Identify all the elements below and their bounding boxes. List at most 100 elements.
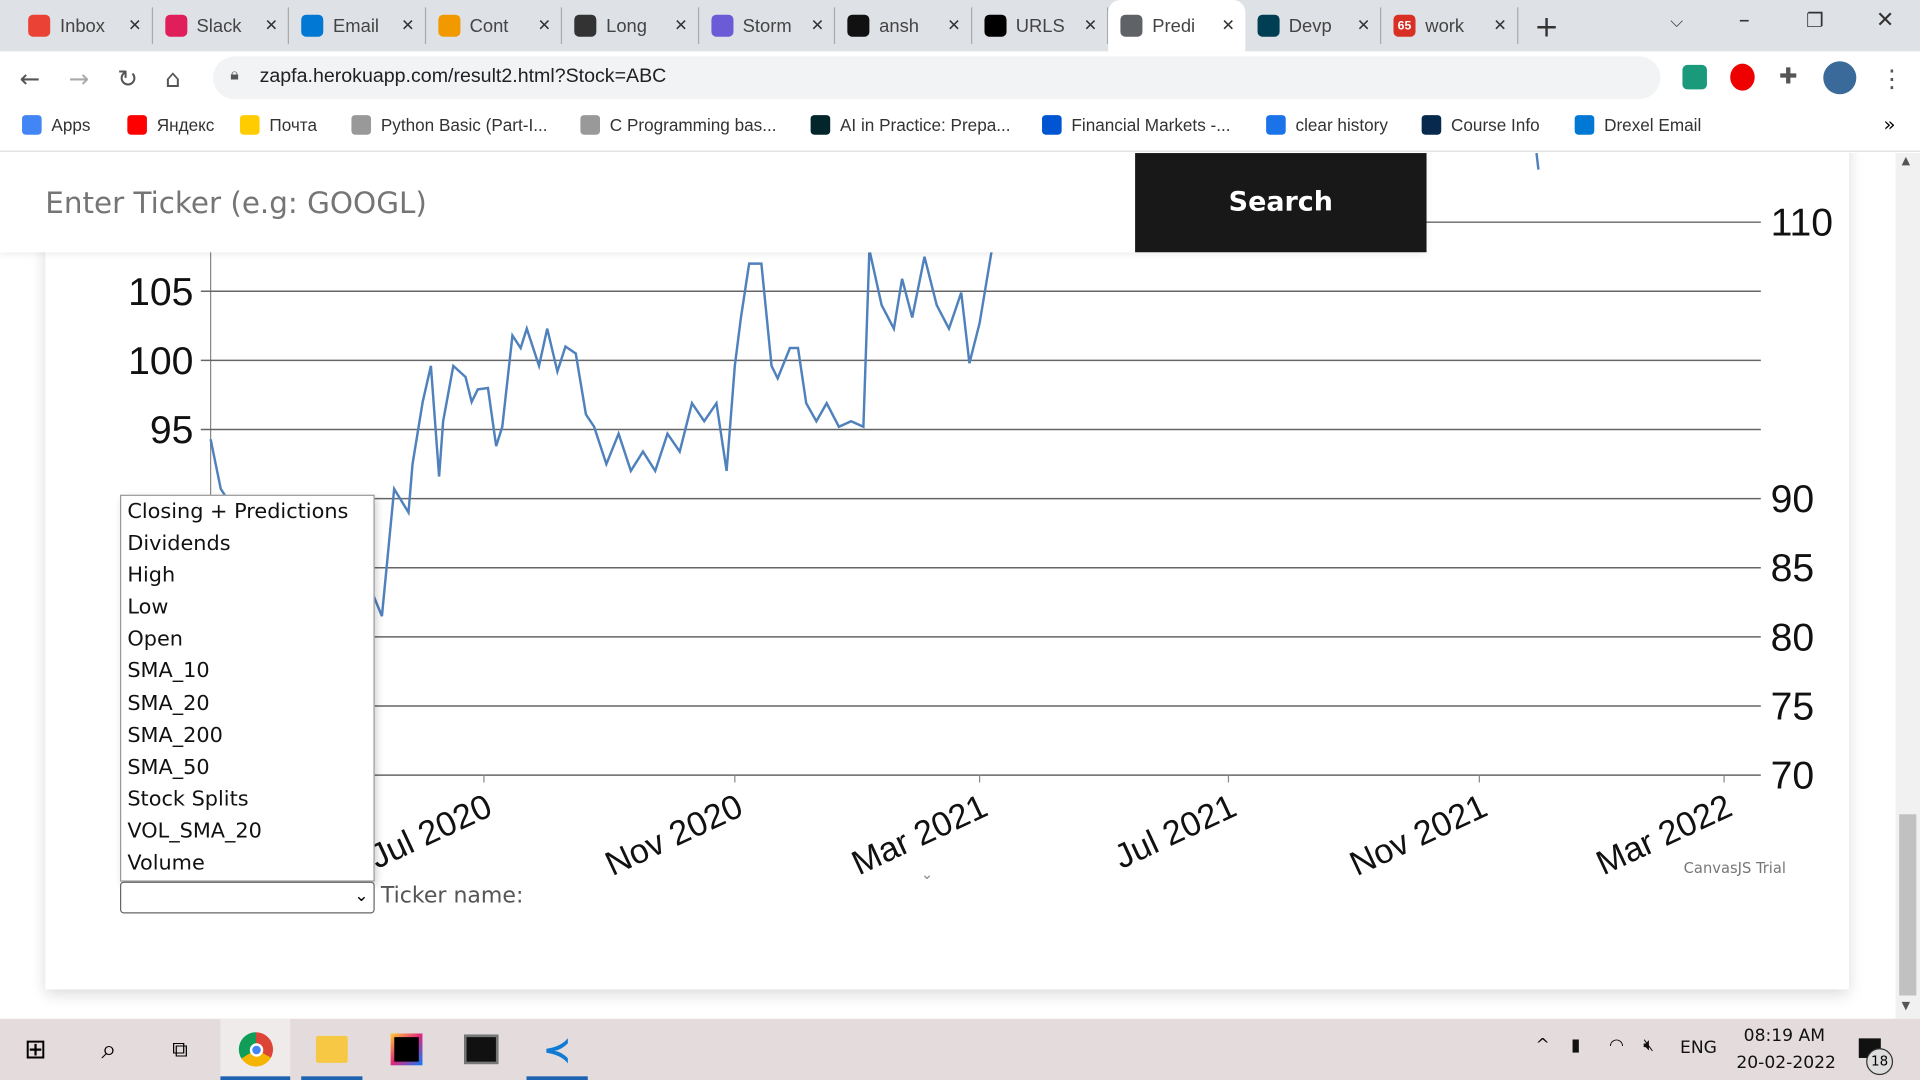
dropdown-option[interactable]: SMA_50 [127,755,210,780]
bookmarks-bar: » Apps Яндекс Почта Python Basic (Part-I...… [0,105,1920,152]
chart-type-select[interactable]: ⌄ [120,881,375,914]
dropdown-option[interactable]: SMA_200 [127,723,223,748]
tab-devp[interactable]: Devp ✕ [1245,7,1382,45]
scrollbar-thumb[interactable] [1899,814,1917,996]
close-tab-icon[interactable]: ✕ [674,15,688,35]
close-tab-icon[interactable]: ✕ [128,15,142,35]
more-bookmarks-icon[interactable]: » [1883,112,1896,136]
chart-type-dropdown-list[interactable]: Closing + Predictions Dividends High Low Ope… [120,494,375,882]
clock-date[interactable]: 20-02-2022 [1736,1053,1836,1073]
gmail-icon [28,14,51,37]
w3r-icon [580,115,601,135]
wifi-icon[interactable]: ◠ [1608,1035,1624,1056]
battery-icon[interactable]: ▮ [1571,1035,1581,1056]
close-tab-icon[interactable]: ✕ [264,15,278,35]
bookmark-item[interactable]: Яндекс [127,115,214,135]
home-icon[interactable]: ⌂ [165,63,181,94]
extension-icon[interactable] [1682,64,1707,90]
badge-65-icon: 65 [1393,14,1416,37]
bookmark-item[interactable]: AI in Practice: Prepa... [810,115,1011,135]
back-icon[interactable]: ← [19,63,41,94]
close-tab-icon[interactable]: ✕ [1083,15,1098,35]
search-icon[interactable]: ⌕ [101,1034,117,1065]
ticker-search-input[interactable] [0,153,1136,253]
dropdown-option[interactable]: Stock Splits [127,787,249,812]
dropdown-option[interactable]: SMA_20 [127,691,210,716]
close-tab-icon[interactable]: ✕ [1356,15,1371,35]
tab-long[interactable]: Long ✕ [562,7,699,45]
scroll-up-icon[interactable]: ▲ [1901,155,1911,168]
dropdown-option[interactable]: Dividends [127,531,231,557]
scroll-down-icon[interactable]: ▼ [1901,1000,1911,1013]
vscode-icon[interactable]: ≺ [542,1029,572,1070]
dropdown-option[interactable]: High [127,563,176,588]
tab-cont[interactable]: Cont ✕ [426,7,563,45]
address-bar[interactable]: 🔒︎ zapfa.herokuapp.com/result2.html?Stoc… [213,56,1661,100]
minimize-button[interactable]: – [1738,7,1750,34]
notification-count: 18 [1866,1048,1894,1076]
profile-avatar[interactable] [1823,61,1857,95]
tab-title: URLS [1015,15,1065,37]
new-tab-button[interactable]: + [1534,9,1559,45]
tab-ansh[interactable]: ansh ✕ [835,7,972,45]
tab-inbox[interactable]: Inbox ✕ [16,7,153,45]
adblock-icon[interactable] [1730,63,1755,91]
dropdown-option[interactable]: Open [127,627,183,652]
forward-icon[interactable]: → [68,63,90,94]
extensions-puzzle-icon[interactable]: ✚ [1779,63,1798,90]
task-view-icon[interactable]: ⧉ [172,1036,188,1063]
dragon-icon [1421,115,1442,135]
tab-predi[interactable]: Predi ✕ [1108,0,1245,52]
reload-icon[interactable]: ↻ [117,63,139,94]
language-indicator[interactable]: ENG [1680,1038,1717,1058]
bookmark-item[interactable]: Python Basic (Part-I... [351,115,548,135]
bookmark-item[interactable]: Financial Markets -... [1042,115,1231,135]
close-tab-icon[interactable]: ✕ [810,15,825,35]
x-tick-label: Jul 2020 [364,787,497,876]
menu-icon[interactable]: ⋮ [1879,63,1905,94]
close-tab-icon[interactable]: ✕ [1221,15,1235,35]
url-text[interactable]: zapfa.herokuapp.com/result2.html?Stock=A… [259,66,667,87]
dropdown-option[interactable]: Volume [127,851,205,876]
bookmark-item[interactable]: clear history [1266,115,1388,135]
bookmark-item[interactable]: Почта [240,115,317,135]
page-scrollbar[interactable]: ▲ ▼ [1895,153,1920,1019]
tab-title: Email [333,15,379,37]
tab-urls[interactable]: URLS ✕ [972,7,1109,45]
dropdown-option[interactable]: Closing + Predictions [127,499,349,525]
running-indicator [301,1076,363,1080]
clock-time[interactable]: 08:19 AM [1743,1026,1826,1046]
bookmark-item[interactable]: C Programming bas... [580,115,777,135]
chrome-icon[interactable] [238,1032,274,1067]
dropdown-option[interactable]: VOL_SMA_20 [127,819,262,844]
restore-button[interactable]: ❐ [1806,8,1824,32]
tab-work[interactable]: 65 work ✕ [1381,7,1518,45]
terminal-icon[interactable] [464,1034,499,1065]
close-window-button[interactable]: ✕ [1875,7,1895,34]
bookmark-item[interactable]: Course Info [1421,115,1540,135]
tab-title: Predi [1152,15,1196,37]
search-button[interactable]: Search [1135,153,1427,253]
ticker-name-label: Ticker name: [380,882,524,909]
tab-strip: Inbox ✕ Slack ✕ Email ✕ Cont ✕ Long ✕ Storm ✕ ansh ✕ U… [0,0,1920,52]
tab-title: Devp [1288,15,1332,37]
close-tab-icon[interactable]: ✕ [401,15,415,35]
file-explorer-icon[interactable] [315,1035,348,1063]
tab-slack[interactable]: Slack ✕ [152,7,289,45]
dropdown-option[interactable]: SMA_10 [127,659,210,684]
volume-muted-icon[interactable]: 🔇︎ [1643,1035,1655,1056]
bookmark-item[interactable]: Apps [22,115,91,135]
close-tab-icon[interactable]: ✕ [1493,15,1507,35]
close-tab-icon[interactable]: ✕ [947,15,961,35]
close-tab-icon[interactable]: ✕ [537,15,552,35]
tray-expand-icon[interactable]: ^ [1535,1035,1550,1056]
running-indicator [220,1076,291,1080]
tab-storm[interactable]: Storm ✕ [699,7,836,45]
tab-search-icon[interactable]: ⌵ [1670,12,1684,32]
tab-email[interactable]: Email ✕ [289,7,426,45]
bookmark-item[interactable]: Drexel Email [1574,115,1701,135]
windows-start-icon[interactable]: ⊞ [24,1034,47,1065]
intellij-icon[interactable] [390,1033,423,1066]
dropdown-option[interactable]: Low [127,595,169,620]
